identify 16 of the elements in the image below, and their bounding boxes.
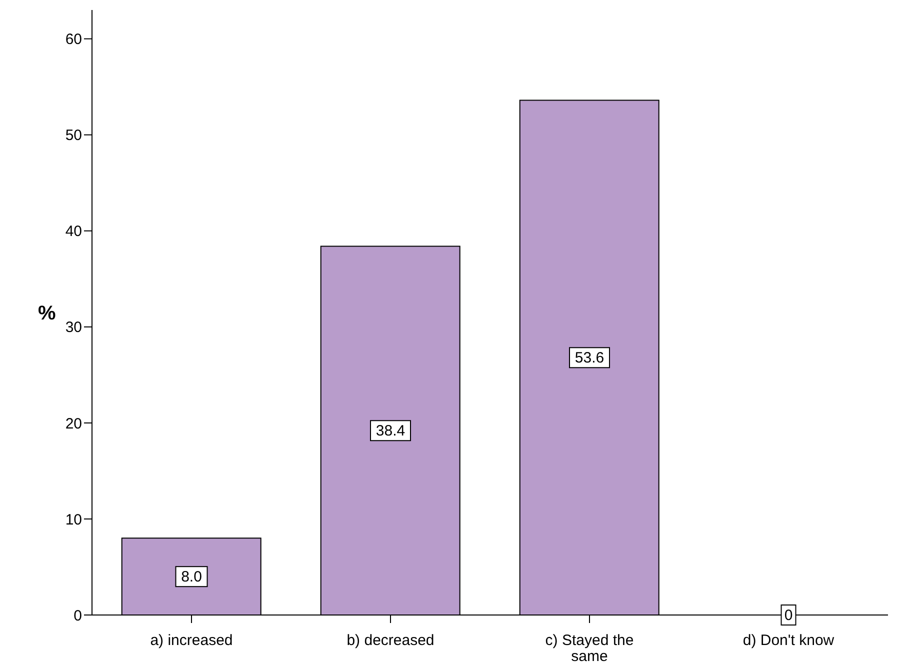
- y-tick-label: 40: [65, 223, 82, 240]
- y-tick-label: 60: [65, 31, 82, 48]
- data-label: 53.6: [574, 350, 604, 367]
- y-tick-label: 0: [74, 607, 82, 624]
- y-tick-label: 50: [65, 127, 82, 144]
- y-tick-label: 10: [65, 511, 82, 528]
- data-label: 38.4: [376, 422, 406, 440]
- data-label: 8.0: [181, 568, 202, 586]
- y-tick-label: 20: [65, 415, 82, 432]
- y-tick-label: 30: [65, 319, 82, 336]
- y-axis-title: %: [38, 302, 56, 325]
- x-tick-label: c) Stayed the same: [545, 632, 634, 665]
- data-label: 0: [784, 607, 793, 624]
- x-tick-label: a) increased: [150, 632, 233, 649]
- x-tick-label: d) Don't know: [742, 632, 834, 649]
- x-tick-label: b) decreased: [346, 632, 434, 649]
